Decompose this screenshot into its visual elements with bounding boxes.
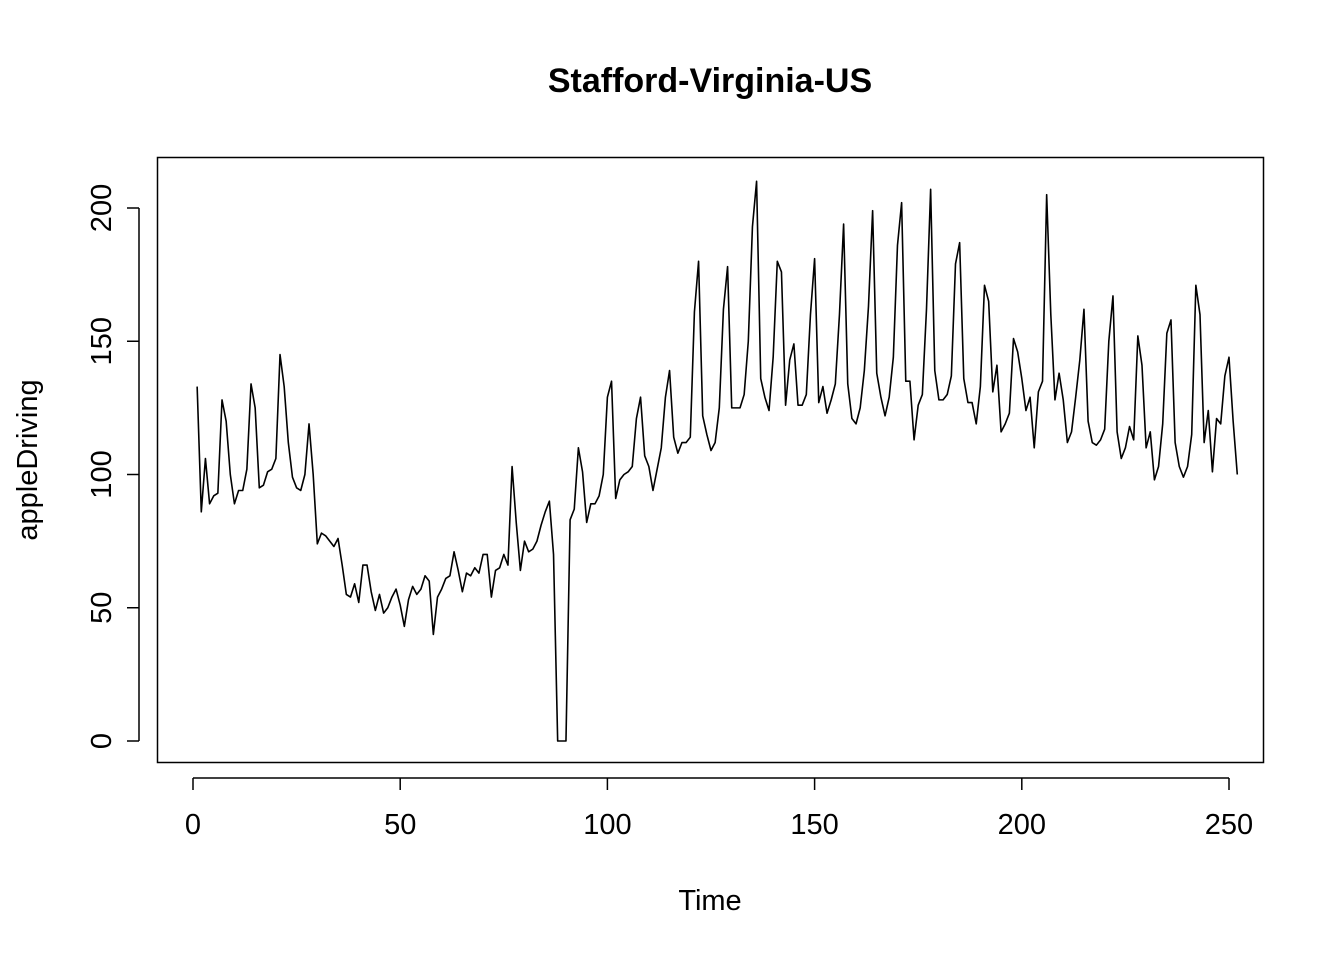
- y-axis: 0 50 100 150 200: [86, 184, 140, 749]
- x-tick-label: 50: [384, 809, 416, 841]
- x-tick-label: 150: [790, 809, 838, 841]
- chart-title: Stafford-Virginia-US: [548, 62, 872, 100]
- x-tick-label: 100: [583, 809, 631, 841]
- x-tick-label: 200: [998, 809, 1046, 841]
- y-tick-label: 150: [86, 317, 118, 365]
- x-axis-label: Time: [678, 885, 741, 917]
- x-tick-label: 0: [185, 809, 201, 841]
- y-tick-label: 200: [86, 184, 118, 232]
- y-tick-label: 0: [86, 733, 118, 749]
- plot-frame: [156, 156, 1265, 764]
- y-axis-label: appleDriving: [12, 379, 44, 540]
- x-axis: 0 50 100 150 200 250: [185, 777, 1253, 841]
- x-tick-label: 250: [1205, 809, 1253, 841]
- y-tick-label: 100: [86, 450, 118, 498]
- y-tick-label: 50: [86, 592, 118, 624]
- series-line-appledriving: [196, 180, 1239, 742]
